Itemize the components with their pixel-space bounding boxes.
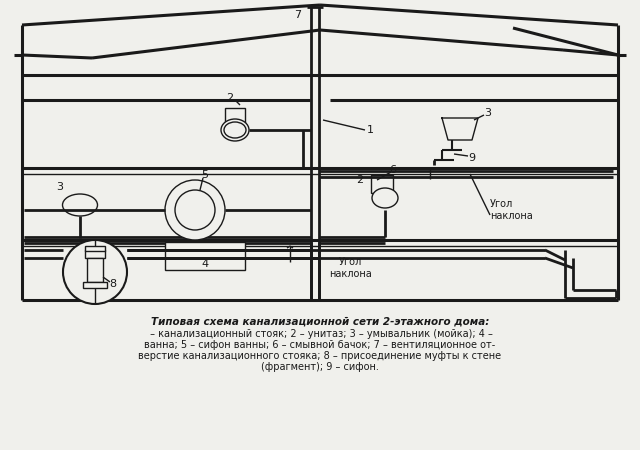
Ellipse shape (372, 188, 398, 208)
Ellipse shape (224, 122, 246, 138)
Text: 9: 9 (468, 153, 476, 163)
Text: 4: 4 (202, 259, 209, 269)
Text: Типовая схема канализационной сети 2-этажного дома:: Типовая схема канализационной сети 2-эта… (151, 316, 489, 326)
Text: 8: 8 (109, 279, 116, 289)
Text: 1: 1 (367, 125, 374, 135)
Text: Угол
наклона: Угол наклона (328, 257, 371, 279)
Text: 7: 7 (294, 10, 301, 20)
Bar (87, 258, 103, 282)
Ellipse shape (221, 119, 249, 141)
Text: ванна; 5 – сифон ванны; 6 – смывной бачок; 7 – вентиляционное от-: ванна; 5 – сифон ванны; 6 – смывной бачо… (145, 340, 495, 350)
Polygon shape (442, 118, 478, 140)
Circle shape (165, 180, 225, 240)
Bar (371, 175, 393, 193)
Text: 2: 2 (356, 175, 364, 185)
Text: 2: 2 (227, 93, 234, 103)
Circle shape (63, 240, 127, 304)
Bar (165, 242, 245, 270)
Ellipse shape (63, 194, 97, 216)
Text: 6: 6 (390, 165, 397, 175)
Bar (83, 282, 107, 288)
Text: 3: 3 (56, 182, 63, 192)
Text: (фрагмент); 9 – сифон.: (фрагмент); 9 – сифон. (261, 362, 379, 372)
Text: – канализационный стояк; 2 – унитаз; 3 – умывальник (мойка); 4 –: – канализационный стояк; 2 – унитаз; 3 –… (147, 329, 493, 339)
Text: верстие канализационного стояка; 8 – присоединение муфты к стене: верстие канализационного стояка; 8 – при… (138, 351, 502, 361)
Text: 5: 5 (202, 170, 209, 180)
Bar (225, 108, 245, 124)
Text: Угол
наклона: Угол наклона (490, 199, 532, 221)
Circle shape (175, 190, 215, 230)
Text: 3: 3 (484, 108, 492, 118)
Bar (85, 250, 105, 258)
Bar (85, 246, 105, 251)
